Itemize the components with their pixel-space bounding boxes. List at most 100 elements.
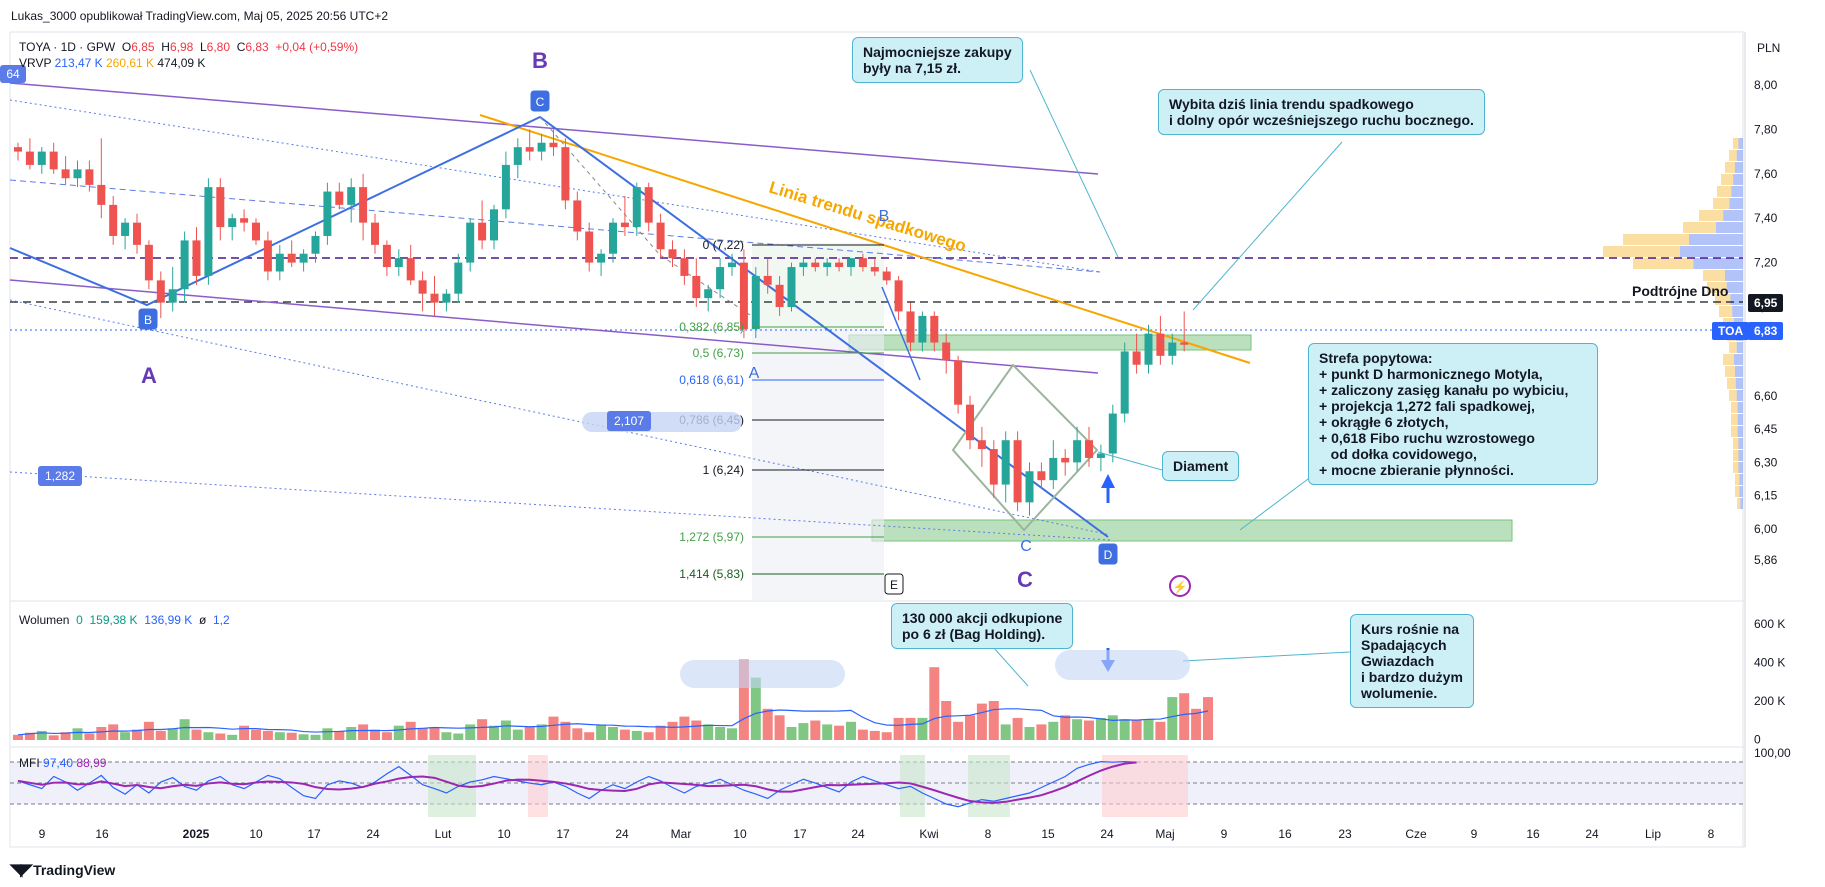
note-strongest-buys[interactable]: Najmocniejsze zakupy były na 7,15 zł.	[852, 37, 1023, 83]
volume-bar	[429, 727, 440, 740]
volume-bar	[536, 724, 547, 740]
volume-legend: Wolumen 0 159,38 K 136,99 K ø 1,2	[19, 613, 230, 627]
close-value: 6,83	[245, 40, 269, 54]
mfi-label[interactable]: MFI	[19, 756, 40, 770]
volume-bar	[857, 729, 868, 740]
volume-profile-bar-down	[1735, 486, 1740, 497]
volume-bar	[988, 701, 999, 740]
volume-profile-bar-down	[1731, 414, 1738, 425]
time-tick: 10	[733, 827, 747, 841]
time-tick: Lip	[1645, 827, 1661, 841]
volume-profile-bar-up	[1723, 210, 1743, 221]
volume-tick: 200 K	[1754, 694, 1785, 708]
volume-profile-bar-down	[1715, 294, 1731, 305]
ratio-value-2: 1,282	[45, 469, 75, 483]
price-tick: 7,80	[1754, 122, 1778, 136]
volume-profile-bar-up	[1734, 354, 1743, 365]
volume-bar	[1131, 720, 1142, 740]
fib-shade	[752, 330, 884, 600]
volume-profile-bar-up	[1737, 402, 1743, 413]
note-trendline-broken[interactable]: Wybita dziś linia trendu spadkowego i do…	[1158, 89, 1485, 135]
volume-bar	[310, 734, 321, 740]
volume-bar	[322, 728, 333, 740]
time-tick: 24	[366, 827, 380, 841]
volume-profile-bar-up	[1726, 282, 1743, 293]
note-bag-holding[interactable]: 130 000 akcji odkupione po 6 zł (Bag Hol…	[891, 603, 1074, 649]
price-tick: 6,45	[1754, 422, 1778, 436]
time-tick: 9	[1221, 827, 1228, 841]
volume-profile-bar-up	[1740, 498, 1743, 509]
vrvp-label[interactable]: VRVP	[19, 56, 52, 70]
volume-profile-bar-down	[1699, 210, 1724, 221]
volume-bar	[786, 727, 797, 740]
volume-bar	[286, 732, 297, 740]
candle-body	[359, 187, 368, 223]
box-label-d: D	[1104, 548, 1113, 562]
ratio-highlight	[582, 412, 742, 432]
candle-body	[192, 240, 201, 276]
volume-bar	[179, 719, 190, 740]
wave-label-c: C	[1017, 567, 1033, 592]
volume-bar	[1060, 715, 1071, 740]
time-tick: 16	[95, 827, 109, 841]
candle-body	[430, 293, 439, 303]
candle-body	[918, 315, 927, 343]
candle-body	[549, 142, 558, 148]
candle-body	[1061, 457, 1070, 463]
mfi-legend: MFI 97,40 88,99	[19, 756, 106, 770]
dotted-line-1	[9, 99, 1101, 273]
volume-profile-bar-up	[1725, 270, 1743, 281]
volume-bar	[750, 677, 761, 740]
ratio-bg-2	[38, 466, 82, 486]
candle-body	[597, 253, 606, 263]
volume-profile-bar-up	[1735, 378, 1743, 389]
box-label-c-bg	[530, 90, 550, 112]
volume-bar	[215, 733, 226, 740]
tradingview-logo[interactable]: ◥◤ TradingView	[10, 860, 115, 880]
volume-profile-bar-up	[1693, 258, 1743, 269]
candle-body	[537, 142, 546, 152]
volume-bar	[298, 734, 309, 740]
current-price-badge: 6,83	[1748, 322, 1784, 340]
time-tick: 17	[793, 827, 807, 841]
callout-pointer-3	[1239, 469, 1321, 531]
volume-profile-bar-down	[1729, 150, 1737, 161]
candle-body	[454, 262, 463, 294]
note-falling-stars[interactable]: Kurs rośnie na Spadających Gwiazdach i b…	[1350, 614, 1474, 708]
volume-profile-bar-up	[1738, 138, 1743, 149]
volume-profile-bar-up	[1732, 306, 1743, 317]
candle-body	[799, 262, 808, 268]
volume-bar	[393, 725, 404, 740]
volume-bar	[572, 728, 583, 740]
note-demand-zone[interactable]: Strefa popytowa: + punkt D harmonicznego…	[1308, 343, 1598, 485]
candle-body	[930, 315, 939, 343]
volume-profile-bar-up	[1733, 174, 1743, 185]
note-diamond[interactable]: Diament	[1162, 451, 1240, 481]
time-tick: 15	[1041, 827, 1055, 841]
volume-v3: 1,2	[212, 613, 230, 627]
time-tick: Maj	[1155, 827, 1174, 841]
symbol-label[interactable]: TOYA · 1D · GPW	[19, 40, 116, 54]
volume-bar	[405, 721, 416, 740]
volume-profile-bar-up	[1729, 198, 1743, 209]
wave-label-b: B	[532, 48, 548, 73]
time-tick: 10	[249, 827, 263, 841]
callout-pointer-2	[1192, 141, 1343, 311]
box-label-c: C	[536, 95, 545, 109]
lightning-icon: ⚡	[1173, 580, 1188, 594]
volume-label[interactable]: Wolumen	[19, 613, 70, 627]
demand-zone	[871, 519, 1513, 542]
volume-profile-bar-up	[1738, 450, 1743, 461]
low-value: 6,80	[206, 40, 231, 54]
volume-bar	[1036, 724, 1047, 740]
mfi-v1: 97,40	[43, 756, 74, 770]
candle-body	[1073, 440, 1082, 463]
volume-bar	[132, 729, 142, 740]
volume-bar	[465, 724, 476, 740]
volume-bar	[881, 732, 892, 740]
volume-bar	[1143, 719, 1154, 740]
volume-profile-bar-down	[1731, 426, 1738, 437]
price-tick: 7,60	[1754, 167, 1778, 181]
volume-profile-bar-down	[1723, 354, 1734, 365]
